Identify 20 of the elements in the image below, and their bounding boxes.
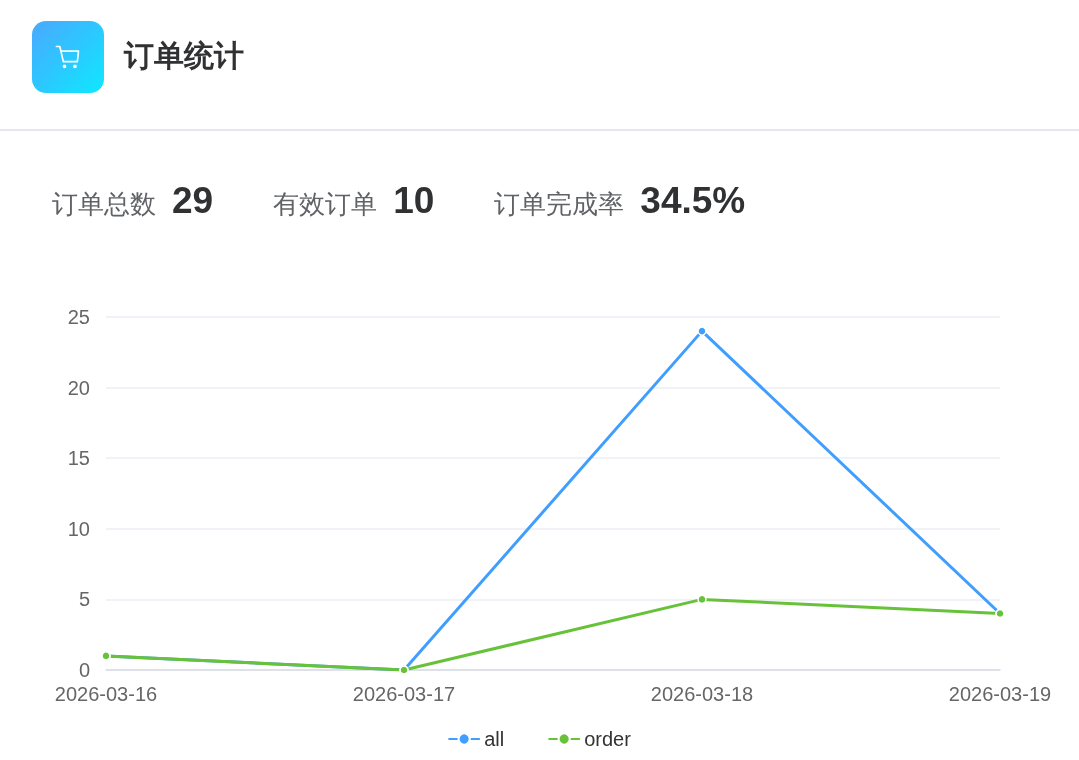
x-tick-label: 2026-03-17 [352,683,456,705]
y-tick-label: 5 [78,588,90,611]
point [697,326,707,336]
text: 订单完成率 [494,188,625,221]
y-tick-label: 15 [67,447,90,470]
text: 有效订单 [273,188,378,221]
y-tick-label: 10 [67,517,90,540]
y-tick-label: 20 [67,376,90,399]
legend-label: order [584,728,632,750]
text: 10 [393,180,435,222]
y-tick-label: 0 [78,659,90,681]
x-tick-label: 2026-03-18 [650,683,754,705]
text: 29 [172,180,214,222]
chart-title: 订单统计 [124,38,244,74]
x-tick-label: 2026-03-19 [948,683,1052,705]
text: 订单总数 [52,188,156,221]
legend-label: all [484,728,505,750]
y-tick-label: 25 [67,306,90,328]
text: 34.5% [640,180,746,222]
x-tick-label: 2026-03-16 [54,683,158,705]
